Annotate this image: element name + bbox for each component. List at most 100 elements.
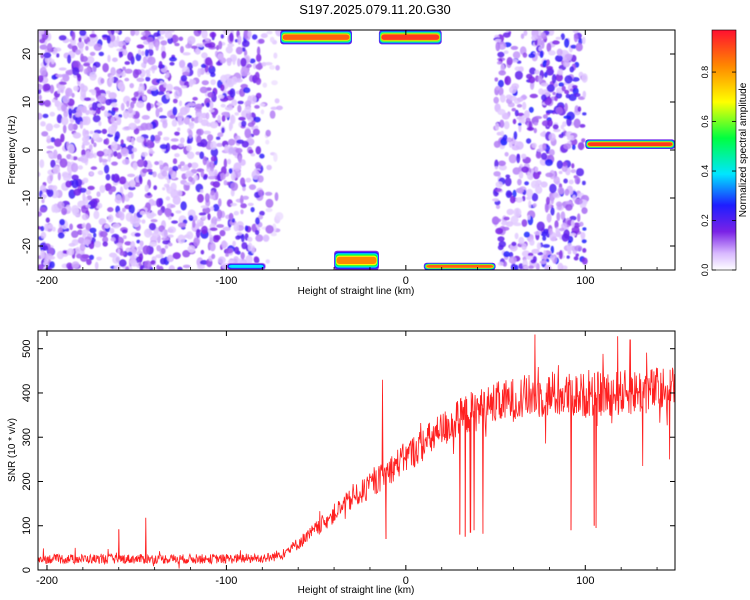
spectrogram-noise-blob xyxy=(522,265,529,270)
spectrogram-noise-blob xyxy=(244,128,252,139)
spectrogram-noise-blob xyxy=(124,61,131,65)
spectrogram-noise-blob xyxy=(185,170,193,179)
spectrogram-noise-blob xyxy=(131,97,137,102)
spectrogram-noise-blob xyxy=(62,124,67,134)
spectrogram-noise-blob xyxy=(526,138,532,144)
spectrogram-noise-blob xyxy=(563,115,572,119)
spectrogram-noise-blob xyxy=(237,104,242,113)
spectrogram-noise-blob xyxy=(94,261,99,270)
spectrogram-noise-blob xyxy=(497,51,505,58)
figure-title: S197.2025.079.11.20.G30 xyxy=(299,2,451,17)
spectrogram-noise-blob xyxy=(245,100,252,107)
spectrogram-noise-blob xyxy=(147,192,151,196)
spectrogram-noise-blob xyxy=(71,230,79,238)
spectrogram-noise-blob xyxy=(136,100,145,109)
spectrogram-noise-blob xyxy=(170,138,179,142)
spectrogram-noise-blob xyxy=(112,255,121,264)
spectrogram-noise-blob xyxy=(508,154,517,164)
spectrogram-noise-blob xyxy=(119,211,125,221)
spectrogram-noise-blob xyxy=(124,68,133,74)
spectrogram-noise-blob xyxy=(497,236,505,242)
spectrogram-noise-blob xyxy=(570,44,577,49)
spectrogram-noise-blob xyxy=(44,223,49,232)
spectrogram-noise-blob xyxy=(227,158,232,165)
spectrogram-y-axis-label: Frequency (Hz) xyxy=(7,116,18,185)
spectrogram-noise-blob xyxy=(107,207,114,213)
spectrogram-noise-blob xyxy=(209,31,217,38)
spectrogram-noise-blob xyxy=(96,191,101,197)
spectrogram-noise-blob xyxy=(73,85,79,92)
spectrogram-noise-blob xyxy=(270,106,278,111)
spectrogram-noise-blob xyxy=(577,213,581,222)
spectrogram-noise-blob xyxy=(494,38,502,43)
spectrogram-noise-blob xyxy=(226,58,232,66)
spectrogram-noise-blob xyxy=(557,262,564,270)
spectrogram-noise-blob xyxy=(240,67,248,77)
spectrogram-noise-blob xyxy=(273,52,278,59)
spectrogram-noise-blob xyxy=(527,214,531,220)
spectrogram-noise-blob xyxy=(93,210,100,220)
spectrogram-noise-blob xyxy=(71,162,79,173)
spectrogram-noise-blob xyxy=(197,30,202,34)
spectrogram-noise-blob xyxy=(234,78,243,83)
spectrogram-noise-blob xyxy=(38,75,44,83)
spectrogram-noise-blob xyxy=(224,106,234,111)
spectrogram-noise-blob xyxy=(125,248,130,253)
spectrogram-noise-blob xyxy=(167,234,174,238)
spectrogram-noise-blob xyxy=(111,161,118,166)
spectrogram-noise-blob xyxy=(94,240,102,248)
spectrogram-noise-blob xyxy=(497,79,504,88)
spectrogram-noise-blob xyxy=(182,250,191,258)
spectrogram-noise-blob xyxy=(204,37,210,42)
spectrogram-noise-blob xyxy=(38,171,41,177)
spectrogram-noise-blob xyxy=(130,30,136,36)
spectrogram-noise-blob xyxy=(168,242,173,247)
snr-x-axis: -200 -100 0 100 xyxy=(36,331,658,587)
spectrogram-noise-blob xyxy=(518,171,524,179)
spectrogram-noise-blob xyxy=(235,46,243,55)
spectrogram-noise-blob xyxy=(208,109,215,113)
spectrogram-noise-blob xyxy=(195,151,201,156)
spectrogram-noise-blob xyxy=(559,250,563,260)
spectrogram-noise-blob xyxy=(209,206,214,212)
spectrogram-noise-blob xyxy=(264,62,273,66)
spectrogram-noise-blob xyxy=(522,52,528,58)
spectrogram-noise-blob xyxy=(581,239,587,244)
spectrogram-noise-blob xyxy=(160,257,167,265)
spectrogram-noise-blob xyxy=(565,200,573,205)
spectrogram-noise-blob xyxy=(212,235,220,243)
spectrogram-noise-blob xyxy=(213,169,218,177)
spectrogram-noise-blob xyxy=(48,223,54,229)
spectrogram-noise-blob xyxy=(174,42,180,47)
snr-y-tick-label: 100 xyxy=(21,517,33,535)
spectrogram-noise-blob xyxy=(42,113,49,119)
spectrogram-noise-blob xyxy=(565,93,571,99)
spectrogram-noise-blob xyxy=(156,102,163,106)
spectrogram-noise-blob xyxy=(58,35,67,41)
spectrogram-noise-blob xyxy=(40,226,45,232)
spectrogram-noise-blob xyxy=(46,43,53,53)
spectrogram-noise-blob xyxy=(223,112,231,118)
spectrogram-noise-blob xyxy=(510,215,519,224)
spectrogram-noise-blob xyxy=(79,243,86,252)
spectrogram-noise-blob xyxy=(254,229,260,236)
spectrogram-noise-blob xyxy=(67,143,75,154)
spectrogram-noise-blob xyxy=(139,176,143,185)
spectrogram-noise-blob xyxy=(523,231,531,238)
spectrogram-noise-blob xyxy=(172,98,178,104)
spectrogram-noise-blob xyxy=(201,30,208,39)
spectrogram-noise-blob xyxy=(574,93,581,97)
spectrogram-noise-blob xyxy=(172,106,178,116)
spectrogram-noise-blob xyxy=(212,216,217,220)
spectrogram-noise-blob xyxy=(552,40,560,45)
spectrogram-noise-blob xyxy=(210,140,217,150)
spectrogram-noise-blob xyxy=(264,191,273,196)
spectrogram-noise-blob xyxy=(528,200,532,209)
spectrogram-noise-blob xyxy=(539,260,548,265)
spectrogram-noise-blob xyxy=(65,87,73,97)
colorbar: 0.0 0.2 0.4 0.6 0.8 Normalized spectral ampl… xyxy=(700,29,749,276)
spectrogram-noise-blob xyxy=(97,95,105,103)
spectrogram-noise-blob xyxy=(116,242,123,247)
spectrogram-noise-blob xyxy=(166,186,175,194)
spectrogram-noise-blob xyxy=(71,261,80,269)
